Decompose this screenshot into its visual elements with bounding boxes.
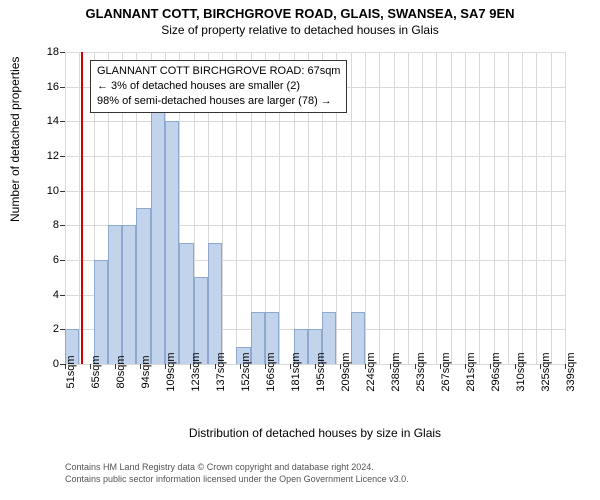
gridline-v (365, 52, 366, 364)
annotation-line-1: GLANNANT COTT BIRCHGROVE ROAD: 67sqm (97, 64, 340, 79)
xtick-label: 109sqm (165, 352, 177, 391)
xtick-label: 224sqm (365, 352, 377, 391)
ytick-mark (60, 329, 65, 330)
annotation-line-3: 98% of semi-detached houses are larger (… (97, 94, 340, 109)
ytick-label: 12 (47, 150, 59, 162)
histogram-bar (151, 104, 165, 364)
xtick-label: 325sqm (540, 352, 552, 391)
gridline-h (65, 156, 565, 157)
gridline-v (551, 52, 552, 364)
histogram-bar (251, 312, 265, 364)
gridline-v (65, 52, 66, 364)
annotation-box: GLANNANT COTT BIRCHGROVE ROAD: 67sqm ← 3… (90, 60, 347, 113)
ytick-mark (60, 295, 65, 296)
ytick-label: 16 (47, 81, 59, 93)
histogram-bar (194, 277, 208, 364)
xtick-label: 181sqm (290, 352, 302, 391)
gridline-v (422, 52, 423, 364)
ytick-label: 0 (53, 358, 59, 370)
ytick-label: 18 (47, 46, 59, 58)
ytick-mark (60, 225, 65, 226)
footer-line-2: Contains public sector information licen… (65, 474, 409, 486)
gridline-v (479, 52, 480, 364)
xtick-label: 238sqm (390, 352, 402, 391)
ytick-mark (60, 87, 65, 88)
gridline-h (65, 191, 565, 192)
xtick-label: 339sqm (565, 352, 577, 391)
ytick-label: 2 (53, 323, 59, 335)
marker-line (81, 52, 83, 364)
annotation-line-2: ← 3% of detached houses are smaller (2) (97, 79, 340, 94)
ytick-label: 4 (53, 289, 59, 301)
gridline-h (65, 121, 565, 122)
x-axis-title: Distribution of detached houses by size … (65, 426, 565, 440)
gridline-v (494, 52, 495, 364)
histogram-bar (136, 208, 150, 364)
ytick-mark (60, 121, 65, 122)
gridline-v (565, 52, 566, 364)
chart-title: GLANNANT COTT, BIRCHGROVE ROAD, GLAIS, S… (0, 0, 600, 21)
chart-subtitle: Size of property relative to detached ho… (0, 23, 600, 37)
gridline-v (465, 52, 466, 364)
xtick-label: 296sqm (490, 352, 502, 391)
xtick-label: 209sqm (340, 352, 352, 391)
xtick-label: 152sqm (240, 352, 252, 391)
xtick-label: 195sqm (315, 352, 327, 391)
x-axis: 51sqm65sqm80sqm94sqm109sqm123sqm137sqm15… (65, 364, 565, 424)
gridline-v (451, 52, 452, 364)
histogram-bar (108, 225, 122, 364)
ytick-label: 14 (47, 115, 59, 127)
gridline-v (522, 52, 523, 364)
ytick-label: 8 (53, 219, 59, 231)
gridline-v (408, 52, 409, 364)
xtick-label: 65sqm (90, 355, 102, 388)
xtick-label: 166sqm (265, 352, 277, 391)
histogram-bar (165, 121, 179, 364)
xtick-label: 267sqm (440, 352, 452, 391)
footer-line-1: Contains HM Land Registry data © Crown c… (65, 462, 409, 474)
gridline-v (508, 52, 509, 364)
xtick-label: 123sqm (190, 352, 202, 391)
histogram-bar (208, 243, 222, 364)
ytick-mark (60, 191, 65, 192)
ytick-label: 6 (53, 254, 59, 266)
xtick-label: 281sqm (465, 352, 477, 391)
ytick-mark (60, 156, 65, 157)
xtick-label: 94sqm (140, 355, 152, 388)
histogram-bar (94, 260, 108, 364)
y-axis-title: Number of detached properties (8, 192, 22, 222)
footer: Contains HM Land Registry data © Crown c… (65, 462, 409, 485)
xtick-label: 137sqm (215, 352, 227, 391)
histogram-bar (179, 243, 193, 364)
histogram-bar (122, 225, 136, 364)
histogram-bar (351, 312, 365, 364)
ytick-mark (60, 260, 65, 261)
xtick-label: 51sqm (65, 355, 77, 388)
gridline-v (436, 52, 437, 364)
ytick-label: 10 (47, 185, 59, 197)
gridline-v (379, 52, 380, 364)
ytick-mark (60, 52, 65, 53)
gridline-v (536, 52, 537, 364)
xtick-label: 310sqm (515, 352, 527, 391)
xtick-label: 80sqm (115, 355, 127, 388)
xtick-label: 253sqm (415, 352, 427, 391)
gridline-h (65, 52, 565, 53)
gridline-v (394, 52, 395, 364)
